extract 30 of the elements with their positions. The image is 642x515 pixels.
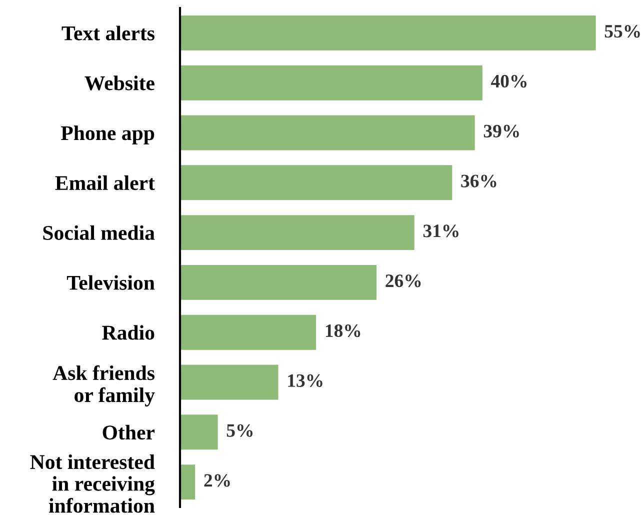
y-tick-label: Email alert — [55, 175, 155, 190]
data-label: 40% — [490, 74, 526, 88]
y-tick-label: Social media — [43, 225, 155, 240]
y-tick-label: Text alerts — [62, 26, 154, 40]
y-tick-label: Ask friends or family — [52, 365, 155, 406]
y-tick-label: Not interested in receiving information — [30, 454, 155, 513]
data-label: 5% — [226, 424, 252, 437]
bar — [180, 215, 414, 250]
bar — [180, 264, 377, 300]
bar — [180, 65, 482, 100]
y-tick-label: Website — [84, 76, 154, 90]
bar — [180, 15, 596, 50]
data-label: 26% — [386, 274, 421, 288]
data-label: 18% — [326, 324, 360, 338]
data-label: 55% — [604, 24, 640, 38]
data-label: 2% — [204, 474, 230, 487]
y-tick-label: Radio — [102, 325, 154, 340]
bar — [180, 314, 316, 350]
data-label: 39% — [484, 124, 519, 138]
data-label: 13% — [288, 374, 322, 388]
bar — [180, 414, 218, 450]
y-tick-label: Other — [102, 424, 155, 440]
y-tick-label: Phone app — [61, 126, 154, 144]
data-label: 31% — [423, 224, 458, 238]
bar — [180, 165, 452, 200]
data-label: 36% — [461, 174, 496, 188]
bar — [180, 464, 196, 500]
y-tick-label: Television — [66, 275, 155, 290]
bar — [180, 115, 475, 150]
bar — [180, 364, 278, 400]
